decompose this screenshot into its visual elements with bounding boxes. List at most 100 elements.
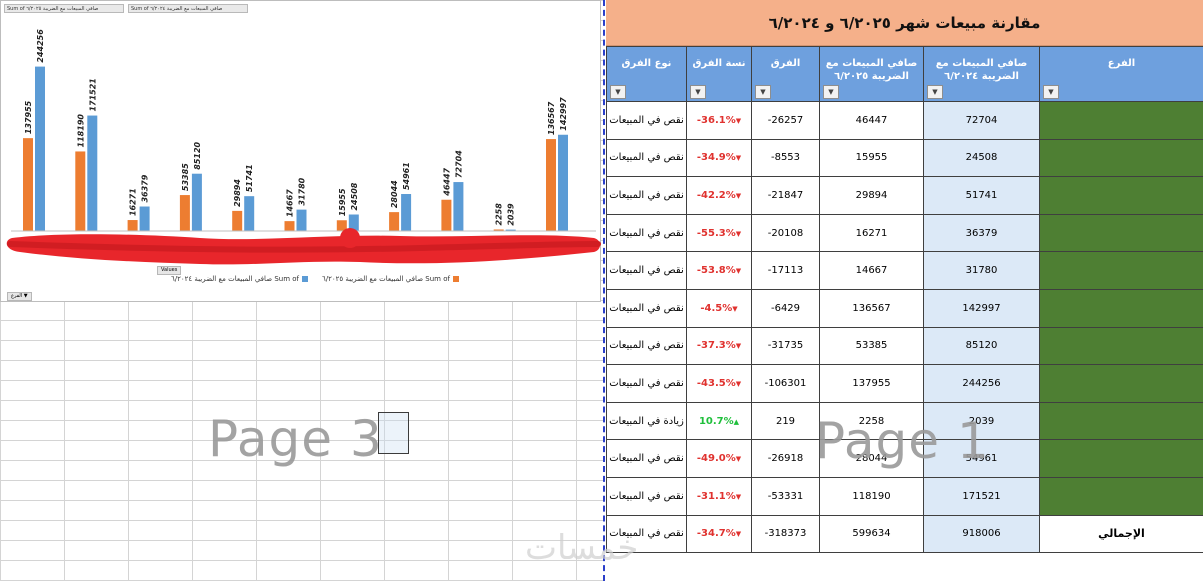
cell-diff-type[interactable]: نقص في المبيعات (606, 476, 687, 516)
cell-diff-percent[interactable]: -37.3%▼ (686, 326, 752, 366)
bar-2024-4[interactable] (244, 196, 255, 231)
cell-diff-percent[interactable]: -53.8%▼ (686, 251, 752, 290)
cell-diff-type[interactable]: نقص في المبيعات (606, 176, 687, 215)
cell-diff-value[interactable]: 219 (751, 401, 820, 441)
cell-diff-value[interactable]: -6429 (751, 288, 820, 328)
filter-dropdown-icon[interactable]: ▼ (690, 85, 706, 99)
cell-diff-value[interactable]: -318373 (751, 514, 820, 554)
cell-sales-2025[interactable]: 29894 (819, 176, 924, 215)
selected-cell[interactable] (378, 412, 409, 454)
filter-dropdown-icon[interactable]: ▼ (610, 85, 626, 99)
cell-branch[interactable] (1039, 176, 1203, 215)
cell-diff-value[interactable]: -26257 (751, 101, 820, 140)
filter-dropdown-icon[interactable]: ▼ (755, 85, 771, 99)
bar-2024-5[interactable] (296, 209, 307, 231)
cell-diff-value[interactable]: -8553 (751, 138, 820, 178)
cell-sales-2024[interactable]: 142997 (923, 288, 1040, 328)
bar-2024-7[interactable] (401, 194, 412, 231)
cell-diff-percent[interactable]: -55.3%▼ (686, 213, 752, 253)
bar-2025-1[interactable] (75, 151, 86, 231)
cell-sales-2024[interactable]: 918006 (923, 514, 1040, 554)
cell-diff-percent[interactable]: -31.1%▼ (686, 476, 752, 516)
bar-2024-1[interactable] (87, 115, 98, 231)
cell-diff-percent[interactable]: -34.9%▼ (686, 138, 752, 178)
bar-2025-3[interactable] (179, 195, 190, 231)
cell-branch[interactable] (1039, 364, 1203, 403)
cell-diff-type[interactable]: نقص في المبيعات (606, 288, 687, 328)
cell-diff-value[interactable]: -21847 (751, 176, 820, 215)
bar-2024-3[interactable] (191, 173, 202, 231)
cell-sales-2025[interactable]: 599634 (819, 514, 924, 554)
chart-axis-field-button[interactable]: الفرع ▼ (7, 292, 32, 301)
cell-diff-type[interactable]: نقص في المبيعات (606, 514, 687, 554)
filter-dropdown-icon[interactable]: ▼ (1043, 85, 1059, 99)
cell-diff-type[interactable]: نقص في المبيعات (606, 251, 687, 290)
cell-sales-2024[interactable]: 36379 (923, 213, 1040, 253)
cell-diff-percent[interactable]: -36.1%▼ (686, 101, 752, 140)
cell-branch[interactable] (1039, 101, 1203, 140)
cell-sales-2025[interactable]: 53385 (819, 326, 924, 366)
bar-2025-8[interactable] (441, 199, 452, 231)
cell-sales-2024[interactable]: 24508 (923, 138, 1040, 178)
cell-diff-value[interactable]: -106301 (751, 364, 820, 403)
bar-2025-4[interactable] (232, 210, 243, 231)
cell-branch[interactable] (1039, 326, 1203, 366)
bar-2025-5[interactable] (284, 221, 295, 231)
cell-diff-value[interactable]: -20108 (751, 213, 820, 253)
cell-sales-2024[interactable]: 31780 (923, 251, 1040, 290)
bar-2024-8[interactable] (453, 182, 464, 231)
filter-dropdown-icon[interactable]: ▼ (823, 85, 839, 99)
cell-diff-value[interactable]: -26918 (751, 439, 820, 478)
chart-field-button-2024[interactable]: Sum of صافي المبيعات مع الضريبة ٦/٢٠٢٤ (128, 4, 248, 13)
bar-2024-10[interactable] (558, 134, 568, 231)
cell-diff-percent[interactable]: -42.2%▼ (686, 176, 752, 215)
cell-diff-type[interactable]: نقص في المبيعات (606, 439, 687, 478)
cell-branch[interactable] (1039, 288, 1203, 328)
cell-diff-type[interactable]: نقص في المبيعات (606, 364, 687, 403)
cell-diff-value[interactable]: -17113 (751, 251, 820, 290)
cell-branch[interactable] (1039, 439, 1203, 478)
cell-sales-2024[interactable]: 244256 (923, 364, 1040, 403)
cell-diff-type[interactable]: نقص في المبيعات (606, 326, 687, 366)
cell-sales-2024[interactable]: 85120 (923, 326, 1040, 366)
bar-2024-2[interactable] (139, 206, 150, 231)
bar-2025-2[interactable] (127, 220, 138, 231)
bar-2024-6[interactable] (348, 214, 359, 231)
filter-dropdown-icon[interactable]: ▼ (927, 85, 943, 99)
cell-sales-2025[interactable]: 118190 (819, 476, 924, 516)
cell-diff-type[interactable]: زيادة في المبيعات (606, 401, 687, 441)
cell-sales-2025[interactable]: 16271 (819, 213, 924, 253)
cell-sales-2025[interactable]: 14667 (819, 251, 924, 290)
cell-diff-type[interactable]: نقص في المبيعات (606, 213, 687, 253)
cell-sales-2025[interactable]: 2258 (819, 401, 924, 441)
cell-branch[interactable] (1039, 476, 1203, 516)
bar-2025-6[interactable] (336, 220, 347, 231)
cell-branch[interactable]: الإجمالي (1039, 514, 1203, 554)
cell-diff-percent[interactable]: 10.7%▲ (686, 401, 752, 441)
cell-diff-type[interactable]: نقص في المبيعات (606, 101, 687, 140)
cell-diff-value[interactable]: -31735 (751, 326, 820, 366)
cell-branch[interactable] (1039, 213, 1203, 253)
cell-sales-2025[interactable]: 15955 (819, 138, 924, 178)
chart-field-button-2025[interactable]: Sum of صافي المبيعات مع الضريبة ٦/٢٠٢٥ (4, 4, 124, 13)
cell-diff-percent[interactable]: -49.0%▼ (686, 439, 752, 478)
cell-branch[interactable] (1039, 401, 1203, 441)
bar-2025-9[interactable] (493, 229, 504, 231)
cell-diff-value[interactable]: -53331 (751, 476, 820, 516)
cell-sales-2025[interactable]: 46447 (819, 101, 924, 140)
cell-diff-type[interactable]: نقص في المبيعات (606, 138, 687, 178)
bar-2025-10[interactable] (546, 139, 556, 231)
cell-sales-2025[interactable]: 28044 (819, 439, 924, 478)
cell-sales-2024[interactable]: 54961 (923, 439, 1040, 478)
bar-2025-0[interactable] (23, 138, 33, 231)
cell-branch[interactable] (1039, 138, 1203, 178)
cell-branch[interactable] (1039, 251, 1203, 290)
cell-diff-percent[interactable]: -34.7%▼ (686, 514, 752, 554)
cell-sales-2024[interactable]: 51741 (923, 176, 1040, 215)
bar-2024-0[interactable] (35, 66, 45, 231)
cell-diff-percent[interactable]: -4.5%▼ (686, 288, 752, 328)
chart-values-button[interactable]: Values (157, 266, 182, 275)
bar-2025-7[interactable] (389, 212, 400, 231)
bar-2024-9[interactable] (505, 229, 516, 231)
cell-sales-2025[interactable]: 136567 (819, 288, 924, 328)
